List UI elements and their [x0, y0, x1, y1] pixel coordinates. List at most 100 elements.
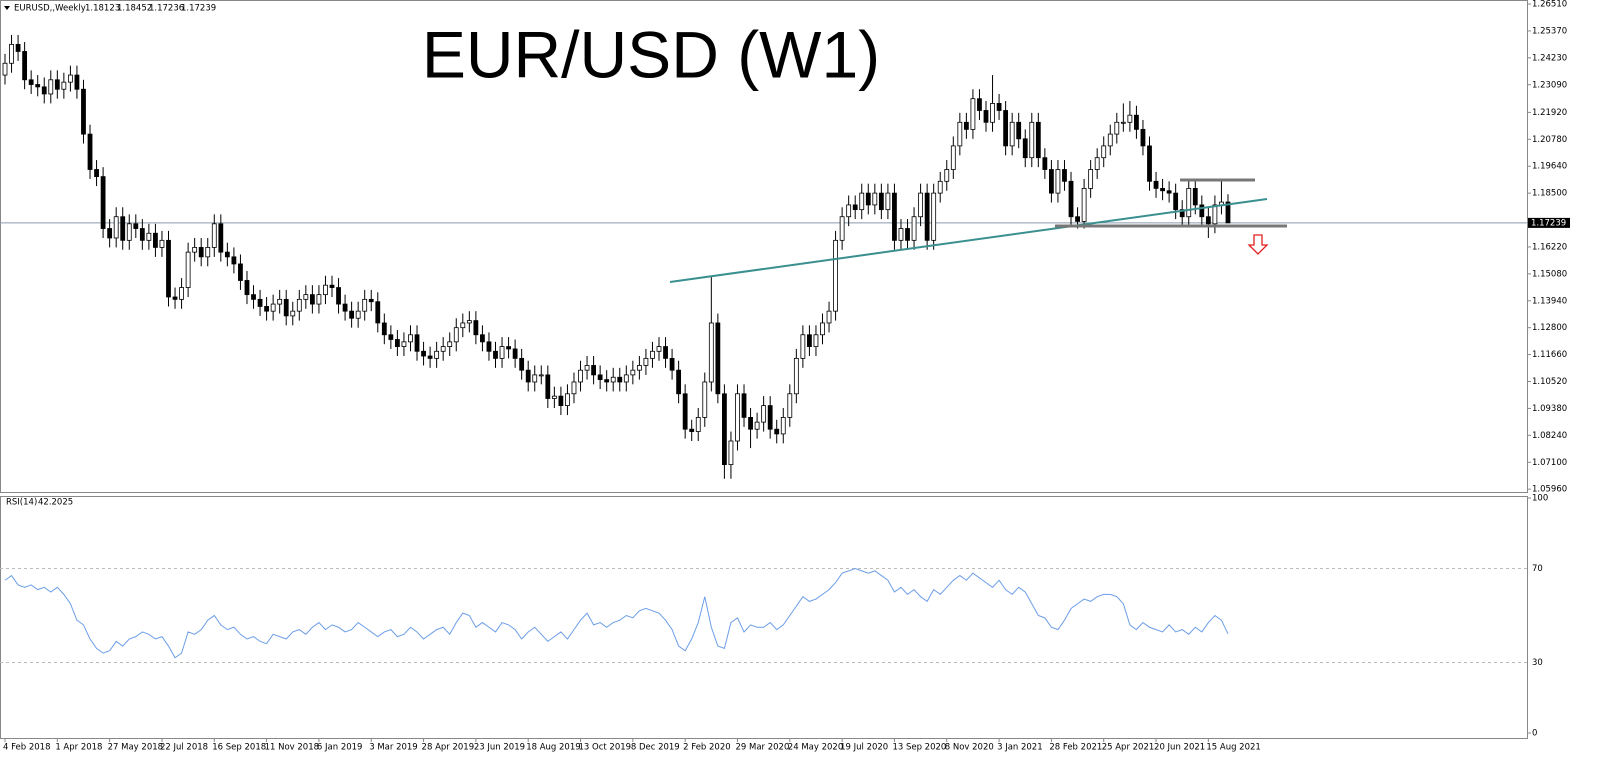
candle-body [473, 320, 479, 336]
candle-body [68, 74, 73, 83]
candle-body [728, 440, 734, 466]
y-tick-label: 1.21920 [1532, 108, 1567, 118]
x-tick-label: 8 Nov 2020 [945, 743, 994, 753]
x-tick-label: 15 Aug 2021 [1206, 743, 1260, 753]
low-label: 1.17236 [149, 4, 184, 14]
candle-body [309, 294, 315, 305]
candle-body [643, 357, 649, 366]
candle-body [663, 346, 668, 359]
candle-body [793, 357, 799, 395]
candle-body [303, 294, 309, 300]
candle-body [453, 327, 459, 343]
candle-body [1199, 204, 1205, 218]
y-tick-label: 1.20780 [1532, 135, 1567, 145]
candle-body [905, 228, 910, 241]
candle-body [74, 74, 80, 90]
y-tick-label: 1.23090 [1532, 80, 1567, 90]
candle-body [1160, 187, 1165, 192]
y-tick-label: 1.12800 [1532, 323, 1567, 333]
y-tick-label: 0 [1532, 729, 1537, 739]
candle-body [911, 216, 917, 241]
candle-body [519, 357, 525, 371]
candle-body [767, 405, 773, 430]
y-tick-label: 1.11660 [1532, 350, 1567, 360]
rsi-label: RSI(14) [6, 498, 37, 508]
candle-body [610, 376, 616, 383]
candle-body [290, 310, 296, 317]
x-tick-label: 11 Nov 2018 [265, 743, 319, 753]
x-tick-label: 20 Jun 2021 [1154, 743, 1205, 753]
candle-body [113, 216, 119, 239]
candle-body [623, 374, 629, 383]
y-tick-label: 1.07100 [1532, 458, 1567, 468]
candle-body [28, 79, 34, 85]
candle-body [94, 169, 99, 177]
candle-body [931, 192, 937, 241]
x-tick-label: 29 Mar 2020 [735, 743, 789, 753]
candle-body [211, 223, 217, 248]
candle-body [676, 369, 682, 395]
candle-body [159, 239, 165, 248]
candle-body [1094, 157, 1100, 170]
candle-body [545, 374, 551, 399]
candle-body [780, 416, 786, 435]
candle-body [813, 334, 819, 347]
candle-body [1055, 169, 1061, 194]
y-tick-label: 30 [1532, 658, 1543, 668]
candle-body [865, 192, 871, 206]
candle-body [1009, 121, 1015, 147]
candle-body [937, 180, 943, 194]
candle-body [264, 306, 270, 312]
candle-body [558, 395, 564, 406]
candle-body [1107, 133, 1113, 147]
x-tick-label: 2 Feb 2020 [683, 743, 731, 753]
candle-body [800, 334, 806, 359]
candle-body [669, 357, 675, 371]
candle-body [120, 216, 126, 241]
candle-body [1062, 169, 1067, 182]
x-tick-label: 16 Sep 2018 [212, 743, 266, 753]
candle-body [447, 341, 453, 347]
candle-body [1088, 169, 1094, 189]
candle-body [761, 405, 767, 423]
candle-body [54, 79, 60, 90]
candle-body [1035, 121, 1041, 159]
candle-body [2, 62, 8, 76]
candle-body [205, 247, 211, 258]
candle-body [381, 322, 387, 336]
candle-body [198, 247, 204, 258]
candle-body [1205, 216, 1211, 225]
candle-body [166, 239, 171, 298]
candle-body [231, 256, 237, 265]
candle-body [401, 341, 407, 347]
candle-body [1081, 187, 1087, 222]
candle-body [1114, 121, 1120, 135]
candle-body [81, 88, 86, 135]
candle-body [1173, 192, 1179, 211]
trend-line [669, 198, 1268, 283]
candle-body [251, 294, 256, 300]
candle-body [787, 393, 793, 418]
candle-body [41, 86, 47, 95]
candle-body [486, 341, 492, 352]
candle-body [270, 303, 276, 312]
candle-body [283, 298, 289, 317]
candle-body [695, 416, 701, 432]
candle-body [950, 145, 956, 170]
x-tick-label: 4 Feb 2018 [3, 743, 51, 753]
x-tick-label: 28 Feb 2021 [1049, 743, 1102, 753]
candle-body [682, 393, 688, 430]
candle-body [296, 298, 302, 312]
candle-body [493, 350, 498, 359]
candle-body [1075, 216, 1080, 222]
candle-body [22, 51, 28, 81]
x-tick-label: 24 May 2020 [788, 743, 843, 753]
candle-body [957, 121, 963, 147]
candle-body [244, 280, 250, 296]
candle-body [826, 310, 832, 324]
candle-body [1192, 187, 1198, 206]
candle-body [525, 369, 531, 383]
y-tick-label: 1.10520 [1532, 377, 1567, 387]
